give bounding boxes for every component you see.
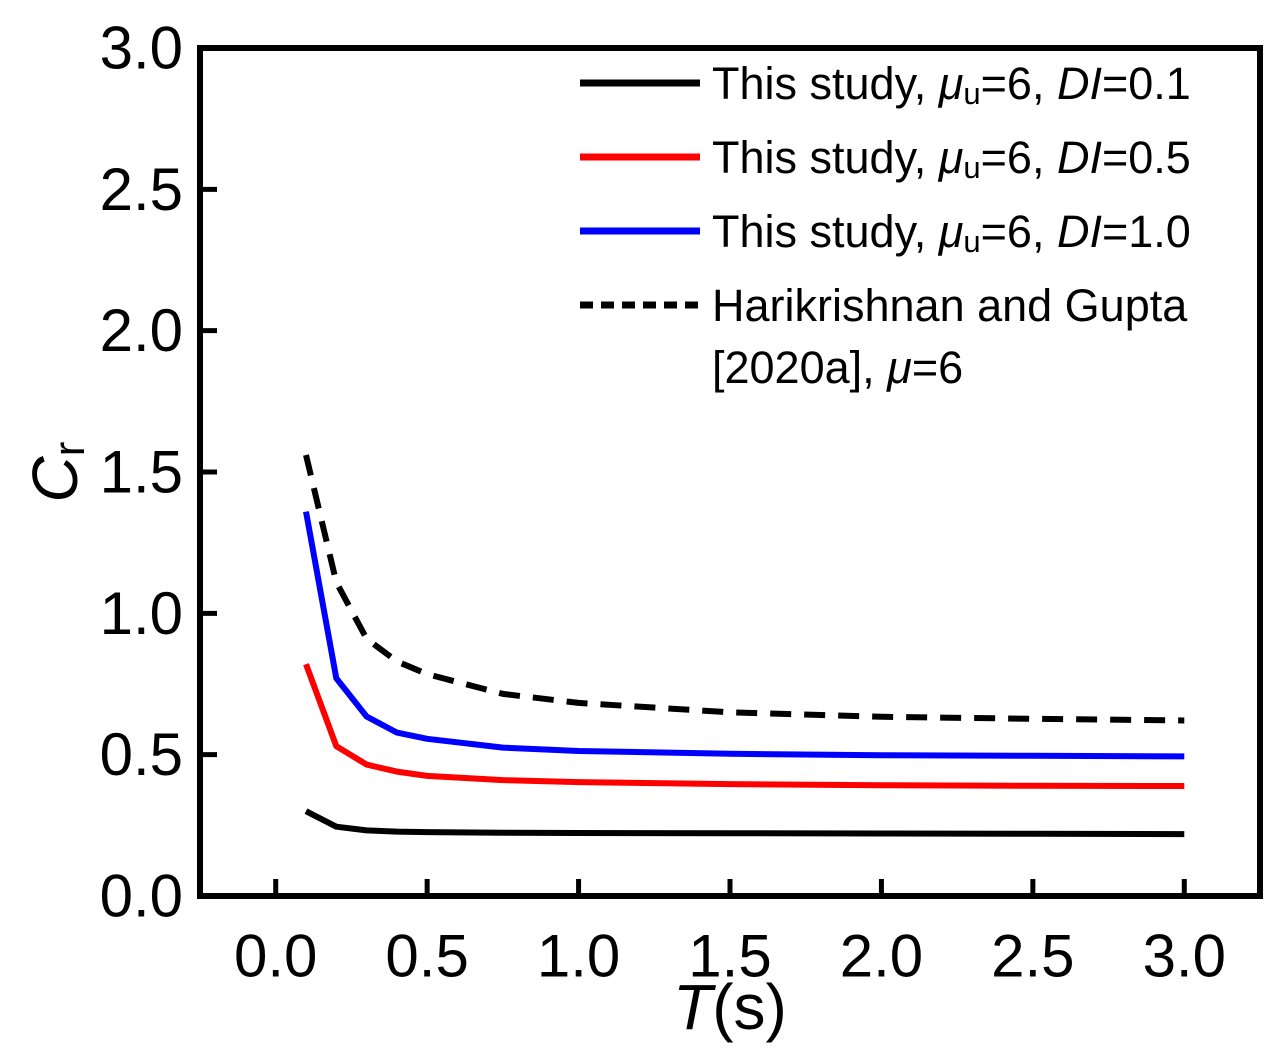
series-harikrishnan-gupta-line xyxy=(303,454,1185,724)
x-axis-group: 0.0 0.5 1.0 1.5 2.0 2.5 3.0 xyxy=(234,879,1226,990)
text-part: T xyxy=(673,971,716,1043)
text-part: μ xyxy=(938,132,964,183)
x-axis-tick-label: 3.0 xyxy=(1143,923,1226,990)
text-part: (s) xyxy=(712,971,787,1043)
text-part: =6 xyxy=(912,342,963,393)
legend-label-2-line-0: This study, μu=6, DI=1.0 xyxy=(712,206,1191,259)
text-part: This study, xyxy=(712,132,939,183)
text-part: This study, xyxy=(712,206,939,257)
y-axis-title: Cr xyxy=(19,442,94,503)
y-axis-tick-label: 3.0 xyxy=(100,15,183,82)
y-axis-tick-label: 2.0 xyxy=(100,297,183,364)
series-di-0.1-line xyxy=(304,808,1185,838)
text-part: DI xyxy=(1057,58,1102,109)
legend-label-0-line-0: This study, μu=6, DI=0.1 xyxy=(712,58,1191,111)
legend-label-3-line-0: Harikrishnan and Gupta xyxy=(712,280,1188,331)
axis-titles-group: T(s) Cr xyxy=(19,442,787,1043)
text-part: u xyxy=(963,150,980,185)
series-di-1.0-line xyxy=(303,511,1185,760)
x-axis-tick-label: 1.5 xyxy=(688,923,771,990)
legend-label-3-line-1: [2020a], μ=6 xyxy=(712,342,963,393)
x-axis-tick-label: 0.0 xyxy=(234,923,317,990)
text-part: μ xyxy=(938,206,964,257)
text-part: This study, xyxy=(712,58,939,109)
y-axis-tick-label: 2.5 xyxy=(100,156,183,223)
text-part: [2020a], xyxy=(712,342,887,393)
legend-entry-1: This study, μu=6, DI=0.5 xyxy=(580,132,1191,185)
text-part: =6, xyxy=(981,58,1057,109)
text-part: =1.0 xyxy=(1102,206,1191,257)
x-axis-tick-label: 0.5 xyxy=(385,923,468,990)
legend-entry-0: This study, μu=6, DI=0.1 xyxy=(580,58,1191,111)
legend-entry-2: This study, μu=6, DI=1.0 xyxy=(580,206,1191,259)
x-axis-tick-label: 2.5 xyxy=(991,923,1074,990)
y-axis-tick-label: 1.5 xyxy=(100,439,183,506)
text-part: r xyxy=(45,442,94,457)
text-part: μ xyxy=(938,58,964,109)
x-axis-tick-label: 2.0 xyxy=(840,923,923,990)
text-part: u xyxy=(963,76,980,111)
text-part: DI xyxy=(1057,132,1102,183)
legend-label-1-line-0: This study, μu=6, DI=0.5 xyxy=(712,132,1191,185)
legend-entry-3: Harikrishnan and Gupta [2020a], μ=6 xyxy=(580,280,1188,393)
series-group xyxy=(303,454,1185,838)
text-part: =6, xyxy=(981,132,1057,183)
text-part: =6, xyxy=(981,206,1057,257)
y-axis-tick-label: 0.5 xyxy=(100,721,183,788)
text-part: C xyxy=(19,455,91,502)
x-axis-title: T(s) xyxy=(673,971,787,1043)
text-part: =0.1 xyxy=(1102,58,1191,109)
y-axis-tick-label: 1.0 xyxy=(100,580,183,647)
text-part: Harikrishnan and Gupta xyxy=(712,280,1188,331)
series-di-0.5-line xyxy=(303,663,1185,789)
x-axis-tick-label: 1.0 xyxy=(537,923,620,990)
y-axis-group: 0.0 0.5 1.0 1.5 2.0 2.5 3.0 xyxy=(100,15,217,930)
text-part: u xyxy=(963,224,980,259)
y-axis-tick-label: 0.0 xyxy=(100,863,183,930)
text-part: μ xyxy=(886,342,912,393)
text-part: =0.5 xyxy=(1102,132,1191,183)
text-part: DI xyxy=(1057,206,1102,257)
